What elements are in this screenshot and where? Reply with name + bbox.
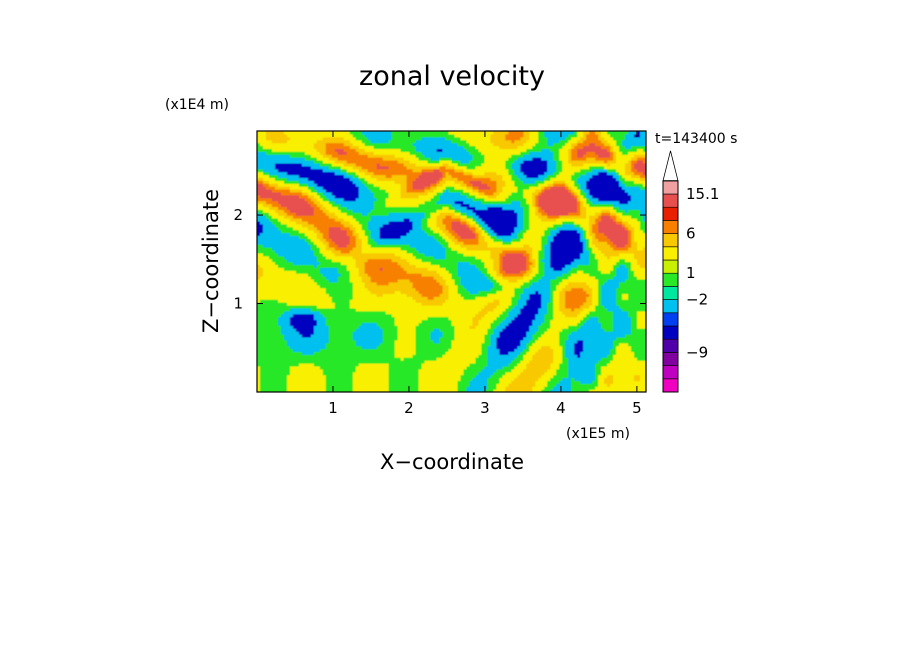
colorbar-frame bbox=[662, 180, 679, 393]
y-axis: 12 bbox=[233, 206, 646, 313]
colorbar-level bbox=[662, 378, 679, 393]
x-tick-label: 5 bbox=[632, 399, 642, 417]
x-tick-label: 3 bbox=[480, 399, 490, 417]
x-axis-label: X−coordinate bbox=[380, 450, 524, 474]
colorbar-level bbox=[662, 272, 679, 287]
chart-title: zonal velocity bbox=[359, 61, 545, 92]
colorbar-level bbox=[662, 338, 679, 353]
colorbar-level bbox=[662, 352, 679, 366]
x-tick-label: 4 bbox=[556, 399, 566, 417]
colorbar-level bbox=[662, 312, 679, 327]
plot-frame bbox=[256, 130, 647, 393]
colorbar-label: −2 bbox=[686, 291, 708, 309]
x-scale-label: (x1E5 m) bbox=[566, 426, 630, 442]
colorbar-level bbox=[662, 246, 679, 261]
colorbar-level bbox=[662, 180, 679, 195]
y-tick-label: 1 bbox=[233, 295, 243, 313]
colorbar-label: 15.1 bbox=[686, 185, 719, 203]
colorbar-level bbox=[662, 220, 679, 234]
colorbar-level bbox=[662, 233, 679, 248]
colorbar-level bbox=[662, 325, 679, 340]
y-axis-label: Z−coordinate bbox=[199, 189, 223, 333]
x-tick-label: 2 bbox=[404, 399, 414, 417]
colorbar-label: −9 bbox=[686, 343, 708, 361]
colorbar-label: 1 bbox=[686, 264, 696, 282]
velocity-field bbox=[257, 131, 646, 392]
time-label: t=143400 s bbox=[655, 131, 737, 147]
colorbar-level bbox=[662, 193, 679, 208]
colorbar-label: 6 bbox=[686, 225, 696, 243]
colorbar-level bbox=[662, 259, 679, 274]
colorbar-level bbox=[662, 299, 679, 314]
x-axis: 1 2 3 4 5 bbox=[328, 131, 642, 417]
y-scale-label: (x1E4 m) bbox=[165, 97, 229, 113]
colorbar-level bbox=[662, 365, 679, 380]
colorbar-overflow-triangle bbox=[662, 150, 679, 182]
colorbar: 15.1 6 1 −2 −9 bbox=[662, 150, 719, 393]
colorbar-level bbox=[662, 206, 679, 221]
y-tick-label: 2 bbox=[233, 206, 243, 224]
colorbar-level bbox=[662, 286, 679, 300]
x-tick-label: 1 bbox=[328, 399, 338, 417]
